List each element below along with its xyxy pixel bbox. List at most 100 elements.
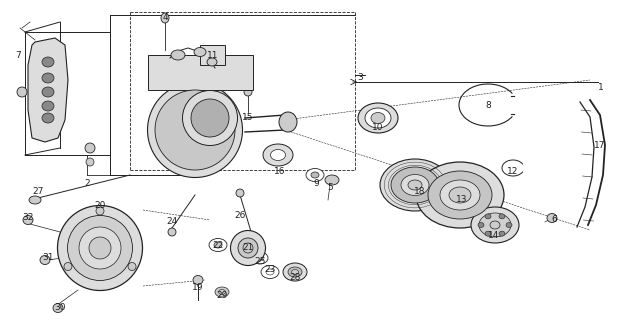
Text: 25: 25: [255, 258, 266, 267]
Ellipse shape: [485, 214, 491, 219]
Ellipse shape: [42, 73, 54, 83]
Ellipse shape: [449, 187, 471, 203]
Ellipse shape: [311, 172, 319, 178]
Ellipse shape: [428, 171, 492, 219]
Ellipse shape: [230, 230, 265, 266]
Ellipse shape: [96, 207, 104, 215]
Text: 19: 19: [192, 284, 204, 292]
Ellipse shape: [408, 180, 422, 190]
Text: 21: 21: [242, 244, 254, 252]
Text: 31: 31: [42, 253, 54, 262]
Ellipse shape: [193, 276, 203, 284]
Ellipse shape: [64, 262, 72, 270]
Ellipse shape: [17, 87, 27, 97]
Text: 1: 1: [598, 84, 604, 92]
Ellipse shape: [263, 144, 293, 166]
Ellipse shape: [86, 158, 94, 166]
Text: 13: 13: [456, 196, 468, 204]
Text: 28: 28: [290, 274, 301, 283]
Ellipse shape: [244, 88, 252, 96]
Ellipse shape: [391, 167, 439, 203]
Text: 12: 12: [507, 167, 519, 177]
Ellipse shape: [57, 205, 142, 291]
Ellipse shape: [155, 90, 235, 170]
Ellipse shape: [194, 47, 206, 57]
Ellipse shape: [479, 213, 511, 237]
Ellipse shape: [67, 215, 132, 281]
Ellipse shape: [306, 169, 324, 181]
Ellipse shape: [23, 215, 33, 225]
Ellipse shape: [490, 221, 500, 229]
Ellipse shape: [182, 91, 238, 146]
Ellipse shape: [42, 113, 54, 123]
Ellipse shape: [325, 175, 339, 185]
Ellipse shape: [371, 113, 385, 124]
Text: 7: 7: [15, 51, 21, 60]
Text: 8: 8: [485, 100, 491, 109]
Ellipse shape: [215, 287, 229, 297]
Text: 11: 11: [207, 51, 219, 60]
Text: 32: 32: [22, 213, 34, 222]
Ellipse shape: [128, 262, 136, 270]
Polygon shape: [28, 38, 68, 142]
Text: 30: 30: [54, 303, 66, 313]
Ellipse shape: [243, 243, 253, 253]
Text: 27: 27: [32, 188, 44, 196]
Text: 22: 22: [212, 241, 223, 250]
Ellipse shape: [506, 222, 512, 228]
Text: 14: 14: [489, 230, 500, 239]
Ellipse shape: [29, 196, 41, 204]
Ellipse shape: [499, 231, 505, 236]
Ellipse shape: [171, 50, 185, 60]
Ellipse shape: [168, 228, 176, 236]
Ellipse shape: [380, 159, 450, 211]
Ellipse shape: [85, 143, 95, 153]
Ellipse shape: [358, 103, 398, 133]
Ellipse shape: [40, 255, 50, 265]
Text: 26: 26: [235, 211, 246, 220]
Bar: [148, 55, 253, 90]
Ellipse shape: [270, 149, 286, 161]
Ellipse shape: [547, 213, 557, 222]
Text: 20: 20: [94, 201, 105, 210]
Text: 24: 24: [167, 218, 178, 227]
Text: 29: 29: [217, 291, 228, 300]
Ellipse shape: [207, 58, 217, 66]
Ellipse shape: [53, 303, 63, 313]
Ellipse shape: [499, 214, 505, 219]
Ellipse shape: [89, 237, 111, 259]
Text: 4: 4: [162, 13, 168, 22]
Ellipse shape: [42, 57, 54, 67]
Ellipse shape: [238, 238, 258, 258]
Ellipse shape: [279, 112, 297, 132]
Ellipse shape: [214, 242, 222, 248]
Ellipse shape: [283, 263, 307, 281]
Ellipse shape: [485, 231, 491, 236]
Text: 5: 5: [327, 182, 333, 191]
Ellipse shape: [42, 87, 54, 97]
Ellipse shape: [471, 207, 519, 243]
Text: 9: 9: [313, 179, 319, 188]
Ellipse shape: [365, 108, 391, 128]
Ellipse shape: [161, 13, 169, 23]
Ellipse shape: [416, 162, 504, 228]
Text: 3: 3: [357, 74, 363, 83]
Text: 6: 6: [551, 215, 557, 225]
Ellipse shape: [236, 189, 244, 197]
Bar: [200, 45, 225, 65]
Text: 18: 18: [414, 188, 426, 196]
Ellipse shape: [42, 101, 54, 111]
Ellipse shape: [288, 267, 302, 277]
Ellipse shape: [440, 180, 480, 210]
Ellipse shape: [401, 174, 429, 196]
Text: 16: 16: [275, 167, 286, 177]
Ellipse shape: [291, 269, 298, 275]
Text: 15: 15: [242, 114, 254, 123]
Ellipse shape: [478, 222, 484, 228]
Text: 17: 17: [594, 140, 606, 149]
Text: 23: 23: [265, 266, 276, 275]
Text: 10: 10: [373, 123, 384, 132]
Ellipse shape: [79, 227, 121, 269]
Ellipse shape: [191, 99, 229, 137]
Text: 2: 2: [84, 179, 90, 188]
